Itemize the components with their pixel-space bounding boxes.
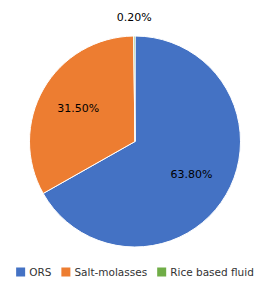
slice <box>29 36 135 193</box>
legend-label: Rice based fluid <box>170 266 254 278</box>
data-labels: 63.80% 31.50% 0.20% <box>57 11 212 181</box>
chart: 63.80% 31.50% 0.20% ORS Salt-molasses Rice ba… <box>0 0 270 289</box>
legend-swatch <box>61 268 70 277</box>
legend-label: Salt-molasses <box>74 266 147 278</box>
data-label: 0.20% <box>117 11 152 24</box>
slices <box>29 36 240 247</box>
legend-swatch <box>157 268 166 277</box>
legend: ORS Salt-molasses Rice based fluid <box>16 266 254 278</box>
legend-swatch <box>16 268 25 277</box>
slice <box>134 36 135 142</box>
data-label: 63.80% <box>171 168 213 181</box>
data-label: 31.50% <box>57 102 99 115</box>
legend-label: ORS <box>29 266 52 278</box>
